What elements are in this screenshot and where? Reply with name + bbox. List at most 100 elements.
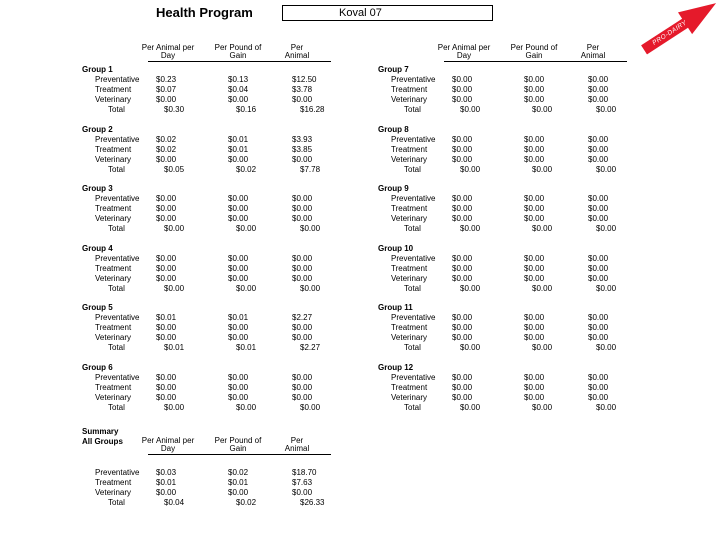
table-row: Total $0.00 $0.00 $0.00 (82, 403, 352, 413)
cell-per-pound-of-gain: $0.00 (524, 134, 545, 144)
group-block: Group 8 Preventative $0.00 $0.00 $0.00 Treatm… (378, 124, 648, 175)
row-label: Veterinary (391, 273, 428, 283)
row-label: Preventative (95, 194, 140, 203)
cell-per-animal-per-day: $0.00 (156, 253, 177, 263)
row-label: Veterinary (391, 214, 428, 223)
cell-per-animal-per-day: $0.00 (452, 253, 473, 263)
cell-per-animal-per-day: $0.00 (452, 333, 473, 342)
group-title: Group 10 (378, 243, 414, 253)
cell-per-animal-per-day: $0.00 (156, 323, 177, 332)
cell-per-animal-per-day: $0.00 (460, 283, 481, 293)
cell-per-animal-per-day: $0.00 (452, 313, 473, 322)
cell-per-animal: $0.00 (292, 95, 313, 104)
row-label: Treatment (95, 382, 132, 392)
group-block: Group 3 Preventative $0.00 $0.00 $0.00 Treatm… (82, 183, 352, 234)
cell-per-animal: $16.28 (300, 105, 325, 114)
row-label: Veterinary (95, 333, 132, 342)
cell-per-pound-of-gain: $0.01 (228, 478, 249, 487)
row-label: Total (108, 402, 125, 412)
cell-per-animal: $0.00 (292, 253, 313, 263)
arrow-icon: PRO-DAIRY (637, 0, 720, 61)
cell-per-animal-per-day: $0.00 (452, 154, 473, 164)
cell-per-animal-per-day: $0.00 (452, 382, 473, 392)
cell-per-animal-per-day: $0.01 (156, 478, 177, 487)
cell-per-animal: $0.00 (588, 214, 609, 223)
row-label: Total (404, 105, 421, 114)
row-label: Veterinary (95, 273, 132, 283)
cell-per-animal: $0.00 (588, 95, 609, 104)
cell-per-animal-per-day: $0.00 (156, 372, 177, 382)
cell-per-animal: $0.00 (588, 382, 609, 392)
cell-per-animal: $0.00 (596, 224, 617, 233)
cell-per-animal: $0.00 (588, 154, 609, 164)
row-label: Treatment (391, 323, 428, 332)
cell-per-animal: $0.00 (588, 75, 609, 84)
cell-per-pound-of-gain: $0.00 (228, 253, 249, 263)
table-row: Veterinary $0.00 $0.00 $0.00 (82, 274, 352, 284)
table-row: Preventative $0.00 $0.00 $0.00 (82, 373, 352, 383)
cell-per-pound-of-gain: $0.00 (524, 214, 545, 223)
groups-left-column: Group 1 Preventative $0.23 $0.13 $12.50 Treat… (82, 64, 352, 421)
table-row: Treatment $0.00 $0.00 $0.00 (378, 383, 648, 393)
table-row: Treatment $0.01 $0.01 $7.63 (82, 478, 352, 488)
cell-per-pound-of-gain: $0.00 (524, 253, 545, 263)
cell-per-animal-per-day: $0.00 (452, 85, 473, 94)
cell-per-animal-per-day: $0.00 (164, 224, 185, 233)
group-block: Group 7 Preventative $0.00 $0.00 $0.00 Treatm… (378, 64, 648, 115)
cell-per-animal-per-day: $0.05 (164, 164, 185, 174)
cell-per-animal: $0.00 (292, 154, 313, 164)
table-row: Preventative $0.02 $0.01 $3.93 (82, 135, 352, 145)
row-label: Total (404, 343, 421, 352)
table-row: Veterinary $0.00 $0.00 $0.00 (378, 214, 648, 224)
cell-per-animal: $0.00 (588, 144, 609, 154)
cell-per-animal-per-day: $0.00 (156, 204, 177, 213)
table-row: Total $0.00 $0.00 $0.00 (378, 105, 648, 115)
cell-per-animal-per-day: $0.00 (156, 95, 177, 104)
cell-per-animal: $0.00 (596, 402, 617, 412)
row-label: Preventative (391, 253, 436, 263)
group-block: Group 12 Preventative $0.00 $0.00 $0.00 Treat… (378, 362, 648, 413)
row-label: Treatment (95, 85, 132, 94)
cell-per-animal: $0.00 (588, 134, 609, 144)
cell-per-pound-of-gain: $0.00 (524, 85, 545, 94)
table-row: Total $0.00 $0.00 $0.00 (82, 284, 352, 294)
column-headers: Per Animal per Day Per Pound of Gain Per An… (82, 437, 352, 455)
table-row: Preventative $0.00 $0.00 $0.00 (378, 373, 648, 383)
cell-per-animal: $0.00 (588, 313, 609, 322)
cell-per-animal: $0.00 (300, 224, 321, 233)
table-row: Treatment $0.00 $0.00 $0.00 (378, 85, 648, 95)
group-title: Group 9 (378, 184, 409, 193)
cell-per-animal: $0.00 (588, 392, 609, 402)
row-label: Preventative (391, 372, 436, 382)
cell-per-animal: $0.00 (588, 85, 609, 94)
cell-per-animal-per-day: $0.00 (460, 164, 481, 174)
table-row: Veterinary $0.00 $0.00 $0.00 (82, 488, 352, 498)
table-row: Veterinary $0.00 $0.00 $0.00 (82, 333, 352, 343)
row-label: Treatment (391, 382, 428, 392)
group-title: Group 4 (82, 243, 113, 253)
cell-per-animal: $0.00 (292, 323, 313, 332)
group-title: Group 5 (82, 303, 113, 312)
cell-per-animal-per-day: $0.23 (156, 75, 177, 84)
table-row: Treatment $0.02 $0.01 $3.85 (82, 145, 352, 155)
cell-per-animal-per-day: $0.00 (156, 273, 177, 283)
table-row: Preventative $0.00 $0.00 $0.00 (378, 75, 648, 85)
column-header-per-animal-per-day: Per Animal per Day (141, 43, 195, 60)
cell-per-pound-of-gain: $0.00 (228, 194, 249, 203)
page-title: Health Program (156, 5, 253, 20)
header-underline (444, 61, 627, 62)
cell-per-animal-per-day: $0.00 (452, 144, 473, 154)
summary-rows: Preventative $0.03 $0.02 $18.70 Treatment $0.… (82, 468, 352, 508)
cell-per-animal: $0.00 (588, 263, 609, 273)
cell-per-animal: $0.00 (292, 263, 313, 273)
cell-per-animal-per-day: $0.00 (452, 95, 473, 104)
table-row: Veterinary $0.00 $0.00 $0.00 (82, 214, 352, 224)
cell-per-pound-of-gain: $0.00 (524, 323, 545, 332)
cell-per-pound-of-gain: $0.00 (228, 263, 249, 273)
cell-per-animal: $7.78 (300, 164, 321, 174)
column-header-per-animal-per-day: Per Animal per Day (437, 43, 491, 60)
column-header-per-pound-of-gain: Per Pound of Gain (510, 43, 558, 60)
herd-name-box[interactable]: Koval 07 (282, 5, 493, 21)
cell-per-animal-per-day: $0.00 (460, 105, 481, 114)
